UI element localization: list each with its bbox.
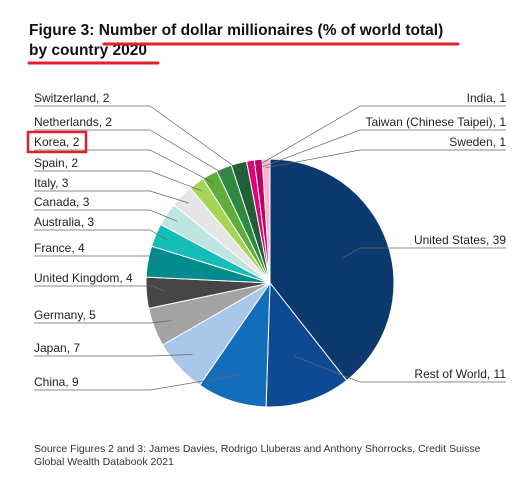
leader-line-canada — [34, 209, 178, 222]
pie-chart: United States, 39 Rest of World, 11 China,… — [26, 42, 506, 408]
leader-line-taiwan-chinese-taipei — [258, 129, 506, 169]
slice-label-canada: Canada, 3 — [34, 195, 90, 209]
highlight-box — [26, 130, 88, 154]
pie-slice-rest-of-world — [265, 281, 348, 408]
slice-label-australia: Australia, 3 — [34, 215, 94, 229]
slice-label-japan: Japan, 7 — [34, 341, 80, 355]
slice-label-china: China, 9 — [34, 375, 79, 389]
leader-line-rest-of-world — [293, 355, 506, 383]
figure-number: Figure 3: — [29, 22, 99, 39]
slice-label-france: France, 4 — [34, 241, 85, 255]
slice-label-germany: Germany, 5 — [34, 308, 96, 322]
leader-line-united-states — [342, 247, 506, 259]
leader-line-switzerland — [34, 105, 242, 172]
slice-label-india: India, 1 — [467, 91, 507, 105]
leader-line-australia — [34, 229, 168, 241]
title-underlines — [27, 42, 460, 65]
leader-line-united-kingdom — [34, 285, 166, 292]
leader-line-korea — [34, 149, 215, 184]
slice-label-spain: Spain, 2 — [34, 156, 78, 170]
slice-label-taiwan-chinese-taipei: Taiwan (Chinese Taipei), 1 — [365, 115, 506, 129]
leader-line-sweden — [266, 149, 506, 169]
chart-title-line-2: by country 2020 — [29, 42, 147, 60]
leader-line-italy — [34, 190, 189, 204]
slice-label-italy: Italy, 3 — [34, 176, 69, 190]
leader-line-spain — [34, 170, 203, 192]
slice-label-korea: Korea, 2 — [34, 135, 80, 149]
slice-label-united-states: United States, 39 — [414, 233, 506, 247]
chart-title-line-1: Figure 3: Number of dollar millionaires … — [29, 22, 443, 40]
source-note: Source Figures 2 and 3: James Davies, Ro… — [34, 443, 481, 468]
leader-line-japan — [34, 354, 193, 357]
pie-slice-sweden — [261, 158, 271, 284]
slice-label-switzerland: Switzerland, 2 — [34, 91, 110, 105]
slice-label-rest-of-world: Rest of World, 11 — [414, 367, 506, 381]
pie-slice-united-states — [269, 158, 395, 382]
slice-label-netherlands: Netherlands, 2 — [34, 115, 112, 129]
pie-slices — [145, 158, 395, 408]
chart-title-continuation: by country 2020 — [29, 42, 148, 59]
slice-label-united-kingdom: United Kingdom, 4 — [34, 271, 133, 285]
slice-label-sweden: Sweden, 1 — [449, 135, 506, 149]
leader-line-france — [34, 255, 163, 265]
leader-lines — [34, 105, 506, 391]
leader-line-netherlands — [34, 129, 228, 177]
leader-line-germany — [34, 320, 172, 324]
chart-title-main: Number of dollar millionaires (% of worl… — [98, 22, 444, 39]
leader-line-india — [251, 105, 506, 170]
slice-labels: United States, 39 Rest of World, 11 China,… — [34, 91, 506, 389]
leader-line-china — [34, 374, 240, 391]
